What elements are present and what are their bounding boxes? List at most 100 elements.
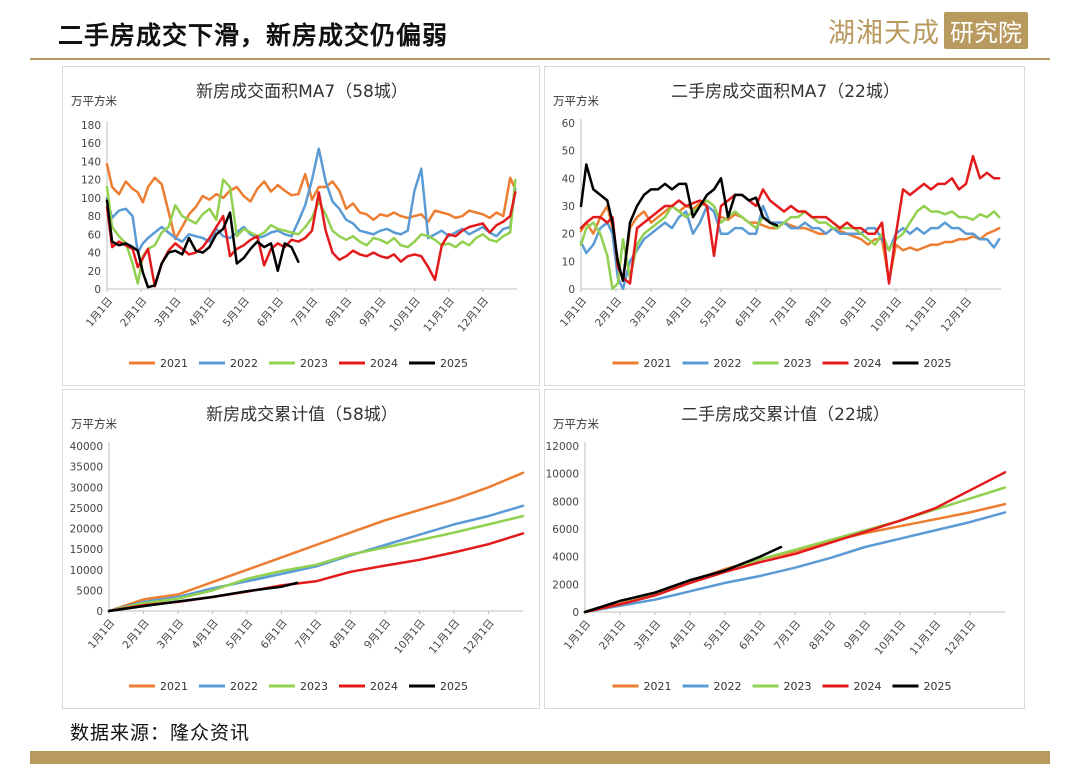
y-tick-label: 6000	[552, 524, 579, 536]
series-line-2023	[105, 178, 517, 285]
x-tick-label: 8月1日	[807, 618, 838, 652]
series-line-2021	[105, 162, 517, 241]
x-tick-label: 4月1日	[667, 618, 698, 652]
series-line-2024	[579, 154, 1001, 285]
y-tick-label: 60	[562, 118, 575, 130]
x-tick-label: 6月1日	[737, 618, 768, 652]
legend-label-2024: 2024	[854, 680, 882, 693]
x-tick-label: 5月1日	[221, 295, 252, 329]
chart-new-ma7: 新房成交面积MA7（58城） 万平方米 0 20 40 60 80 100 120 140 160 1…	[71, 82, 517, 370]
y-tick-label: 40	[88, 248, 101, 260]
x-tick-label: 4月1日	[663, 295, 694, 329]
x-tick-label: 2月1日	[121, 617, 152, 651]
y-unit-label: 万平方米	[553, 94, 599, 108]
chart-panel-second-cum: 二手房成交累计值（22城） 万平方米 0 2000 4000 6000 8000 10000 1…	[544, 389, 1025, 709]
legend-label-2022: 2022	[230, 680, 258, 693]
x-tick-label: 7月1日	[772, 618, 803, 652]
x-tick-label: 9月1日	[362, 617, 393, 651]
y-tick-label: 10	[562, 256, 575, 268]
x-tick-label: 4月1日	[190, 617, 221, 651]
x-tick-label: 10月1日	[387, 295, 423, 334]
legend-label-2024: 2024	[370, 357, 398, 370]
legend-label-2025: 2025	[924, 357, 952, 370]
chart-panel-new-cum: 新房成交累计值（58城） 万平方米 0 5000 10000 15000 20000 2500…	[62, 389, 540, 709]
legend-label-2025: 2025	[440, 680, 468, 693]
title-divider	[30, 58, 1050, 60]
x-tick-label: 3月1日	[152, 295, 183, 329]
x-tick-label: 5月1日	[698, 295, 729, 329]
x-tick-label: 10月1日	[869, 295, 905, 334]
legend-label-2025: 2025	[440, 357, 468, 370]
y-tick-label: 10000	[70, 565, 103, 577]
chart-panel-new-ma7: 新房成交面积MA7（58城） 万平方米 0 20 40 60 80 100 120 140 160 1…	[62, 66, 540, 386]
y-tick-label: 40000	[70, 441, 103, 453]
legend-label-2023: 2023	[300, 357, 328, 370]
y-unit-label: 万平方米	[553, 417, 599, 431]
y-tick-label: 60	[88, 229, 101, 241]
legend-label-2024: 2024	[854, 357, 882, 370]
y-tick-label: 120	[81, 175, 101, 187]
chart-title: 新房成交累计值（58城）	[206, 405, 398, 425]
x-tick-label: 11月1日	[421, 295, 457, 334]
y-tick-label: 30000	[70, 482, 103, 494]
x-tick-label: 1月1日	[86, 617, 117, 651]
x-tick-label: 6月1日	[733, 295, 764, 329]
x-tick-label: 1月1日	[562, 618, 593, 652]
series-line-2023	[107, 514, 525, 613]
x-tick-label: 7月1日	[768, 295, 799, 329]
x-tick-label: 8月1日	[803, 295, 834, 329]
y-tick-label: 25000	[70, 503, 103, 515]
legend-label-2021: 2021	[644, 357, 672, 370]
y-tick-label: 100	[81, 193, 101, 205]
y-tick-label: 5000	[76, 585, 103, 597]
x-tick-label: 3月1日	[628, 295, 659, 329]
y-tick-label: 160	[81, 138, 101, 150]
chart-panel-second-ma7: 二手房成交面积MA7（22城） 万平方米 0 10 20 30 40 50 60 1月1日 2月1日…	[544, 66, 1025, 386]
x-tick-label: 11月1日	[904, 295, 940, 334]
legend-label-2023: 2023	[784, 357, 812, 370]
x-tick-label: 11月1日	[427, 617, 463, 656]
logo-text: 湖湘天成	[828, 17, 940, 49]
y-tick-label: 0	[572, 607, 579, 619]
footer-bar	[30, 751, 1050, 764]
series-line-2024	[583, 471, 1007, 614]
x-tick-label: 12月1日	[939, 295, 975, 334]
x-tick-label: 9月1日	[357, 295, 388, 329]
x-tick-label: 12月1日	[456, 295, 492, 334]
y-tick-label: 20000	[70, 524, 103, 536]
chart-title: 二手房成交累计值（22城）	[681, 405, 890, 425]
chart-new-cum: 新房成交累计值（58城） 万平方米 0 5000 10000 15000 20000 2500…	[70, 405, 525, 693]
chart-title: 二手房成交面积MA7（22城）	[671, 82, 900, 102]
series-line-2025	[583, 545, 783, 614]
x-tick-label: 12月1日	[461, 617, 497, 656]
y-tick-label: 4000	[552, 552, 579, 564]
y-tick-label: 30	[562, 201, 575, 213]
data-source: 数据来源：隆众资讯	[70, 722, 251, 744]
x-tick-label: 6月1日	[255, 295, 286, 329]
series-line-2025	[105, 199, 300, 289]
x-tick-label: 5月1日	[702, 618, 733, 652]
x-tick-label: 10月1日	[392, 617, 428, 656]
legend-label-2023: 2023	[784, 680, 812, 693]
y-tick-label: 35000	[70, 462, 103, 474]
x-tick-label: 3月1日	[632, 618, 663, 652]
y-tick-label: 50	[562, 146, 575, 158]
x-tick-label: 7月1日	[293, 617, 324, 651]
legend-label-2024: 2024	[370, 680, 398, 693]
y-unit-label: 万平方米	[71, 94, 117, 108]
y-tick-label: 80	[88, 211, 101, 223]
legend-label-2022: 2022	[230, 357, 258, 370]
series-line-2022	[107, 504, 525, 613]
chart-second-cum: 二手房成交累计值（22城） 万平方米 0 2000 4000 6000 8000 10000 1…	[546, 405, 1007, 693]
y-tick-label: 40	[562, 173, 575, 185]
y-tick-label: 180	[81, 120, 101, 132]
logo-box-text: 研究院	[944, 11, 1028, 49]
y-tick-label: 20	[88, 266, 101, 278]
legend-label-2021: 2021	[160, 357, 188, 370]
series-line-2021	[107, 471, 525, 613]
series-line-2024	[105, 191, 517, 288]
series-line-2025	[579, 163, 779, 282]
legend-label-2022: 2022	[714, 680, 742, 693]
legend-label-2021: 2021	[644, 680, 672, 693]
y-tick-label: 0	[568, 284, 575, 296]
